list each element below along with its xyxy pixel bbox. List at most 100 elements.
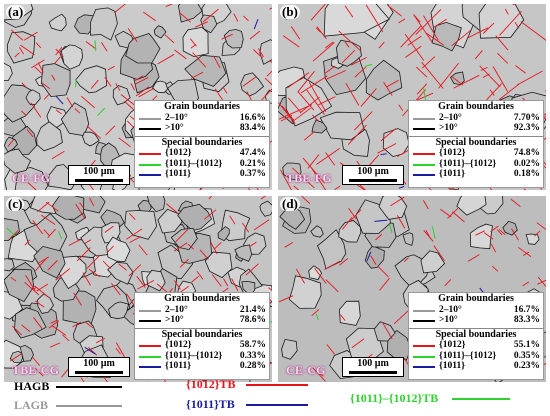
row-value: 55.1% (513, 340, 540, 350)
row-label: {1011} (439, 169, 465, 179)
row-value: 21.4% (239, 304, 266, 315)
sample-tag: CE-FG (12, 171, 51, 185)
scale-line (75, 371, 123, 374)
row-tb1011: {1011} 0.28% (135, 361, 269, 372)
panel-label: (c) (6, 196, 25, 211)
row-hagb: >10° 83.3% (409, 315, 543, 326)
row-tb1011: {1011} 0.37% (135, 169, 269, 180)
row-value: 58.7% (239, 340, 266, 350)
row-double: {1011}–{1012} 0.21% (135, 159, 269, 170)
row-label: {1011} (165, 169, 191, 179)
panel-label: (d) (280, 196, 300, 211)
grain-title: Grain boundaries (438, 293, 514, 304)
row-tb1012: {1012} 74.8% (409, 148, 543, 159)
row-label: >10° (439, 123, 458, 133)
row-value: 0.18% (513, 169, 540, 179)
row-label: 2–10° (439, 304, 462, 315)
legend-tb1011-line (246, 404, 308, 406)
row-label: {1011} (439, 361, 465, 371)
row-label: 2–10° (165, 112, 188, 123)
row-value: 92.3% (513, 123, 540, 133)
boundary-table: Grain boundaries 2–10° 16.6% >10° 83.4% Sp… (134, 100, 270, 188)
row-value: 7.70% (513, 112, 540, 123)
sample-tag: CE-CG (286, 363, 326, 377)
row-label: {1011}–{1012} (165, 158, 223, 169)
row-tb1012: {1012} 55.1% (409, 340, 543, 351)
scale-line (349, 179, 397, 182)
scale-bar: 100 µm (342, 357, 404, 377)
row-tb1012: {1012} 47.4% (135, 148, 269, 159)
row-label: >10° (439, 315, 458, 325)
row-value: 0.37% (239, 169, 266, 179)
row-label: {1011}–{1012} (439, 350, 497, 361)
row-double: {1011}–{1012} 0.35% (409, 351, 543, 362)
row-label: >10° (165, 123, 184, 133)
sample-tag: TBE-CG (12, 363, 60, 377)
row-value: 0.21% (239, 158, 266, 169)
panel-label: (b) (280, 4, 300, 19)
row-tb1011: {1011} 0.23% (409, 361, 543, 372)
panel-b: (b) TBE-FG 100 µm Grain boundaries 2–10°… (278, 4, 546, 190)
row-label: {1011} (165, 361, 191, 371)
row-value: 0.35% (513, 350, 540, 361)
special-title: Special boundaries (435, 136, 517, 148)
row-value: 0.02% (513, 158, 540, 169)
row-label: {1012} (439, 148, 466, 158)
row-value: 16.7% (513, 304, 540, 315)
row-label: 2–10° (165, 304, 188, 315)
sample-tag: TBE-FG (286, 171, 332, 185)
row-double: {1011}–{1012} 0.33% (135, 351, 269, 362)
scale-bar: 100 µm (68, 357, 130, 377)
row-value: 74.8% (513, 148, 540, 158)
row-value: 16.6% (239, 112, 266, 123)
scale-line (75, 179, 123, 182)
scale-text: 100 µm (83, 166, 115, 177)
boundary-table: Grain boundaries 2–10° 16.7% >10° 83.3% Sp… (408, 292, 544, 380)
row-hagb: >10° 92.3% (409, 123, 543, 134)
grain-title: Grain boundaries (164, 101, 240, 112)
row-hagb: >10° 83.4% (135, 123, 269, 134)
row-label: {1012} (165, 148, 192, 158)
panel-c: (c) TBE-CG 100 µm Grain boundaries 2–10°… (4, 196, 272, 382)
row-label: {1012} (165, 340, 192, 350)
scale-text: 100 µm (83, 358, 115, 369)
row-value: 47.4% (239, 148, 266, 158)
row-value: 83.3% (513, 315, 540, 325)
grain-title: Grain boundaries (164, 293, 240, 304)
legend-tb1012-line (246, 384, 308, 386)
row-value: 83.4% (239, 123, 266, 133)
row-hagb: >10° 78.6% (135, 315, 269, 326)
legend-hagb-line (56, 386, 122, 388)
special-title: Special boundaries (435, 328, 517, 340)
panel-a: (a) CE-FG 100 µm Grain boundaries 2–10° 1… (4, 4, 272, 190)
scale-text: 100 µm (357, 358, 389, 369)
panel-d: (d) CE-CG 100 µm Grain boundaries 2–10° 1… (278, 196, 546, 382)
row-value: 0.23% (513, 361, 540, 371)
special-title: Special boundaries (161, 328, 243, 340)
panel-label: (a) (6, 4, 26, 19)
row-lagb: 2–10° 7.70% (409, 113, 543, 124)
row-label: >10° (165, 315, 184, 325)
boundary-table: Grain boundaries 2–10° 21.4% >10° 78.6% Sp… (134, 292, 270, 380)
row-lagb: 2–10° 16.6% (135, 113, 269, 124)
legend-lagb-line (56, 405, 122, 407)
scale-bar: 100 µm (342, 165, 404, 185)
row-value: 78.6% (239, 315, 266, 325)
row-lagb: 2–10° 16.7% (409, 305, 543, 316)
legend-tb1011: {1011}TB (186, 397, 235, 411)
legend-double-line (452, 398, 510, 400)
legend-tb1012: {1012}TB (186, 377, 236, 391)
grain-title: Grain boundaries (438, 101, 514, 112)
row-lagb: 2–10° 21.4% (135, 305, 269, 316)
row-value: 0.28% (239, 361, 266, 371)
row-value: 0.33% (239, 350, 266, 361)
legend-hagb: HAGB (14, 379, 50, 393)
row-tb1011: {1011} 0.18% (409, 169, 543, 180)
legend-lagb: LAGB (14, 398, 49, 412)
row-double: {1011}–{1012} 0.02% (409, 159, 543, 170)
row-label: {1012} (439, 340, 466, 350)
special-title: Special boundaries (161, 136, 243, 148)
legend-double: {1011}–{1012}TB (350, 391, 439, 405)
row-label: 2–10° (439, 112, 462, 123)
scale-line (349, 371, 397, 374)
